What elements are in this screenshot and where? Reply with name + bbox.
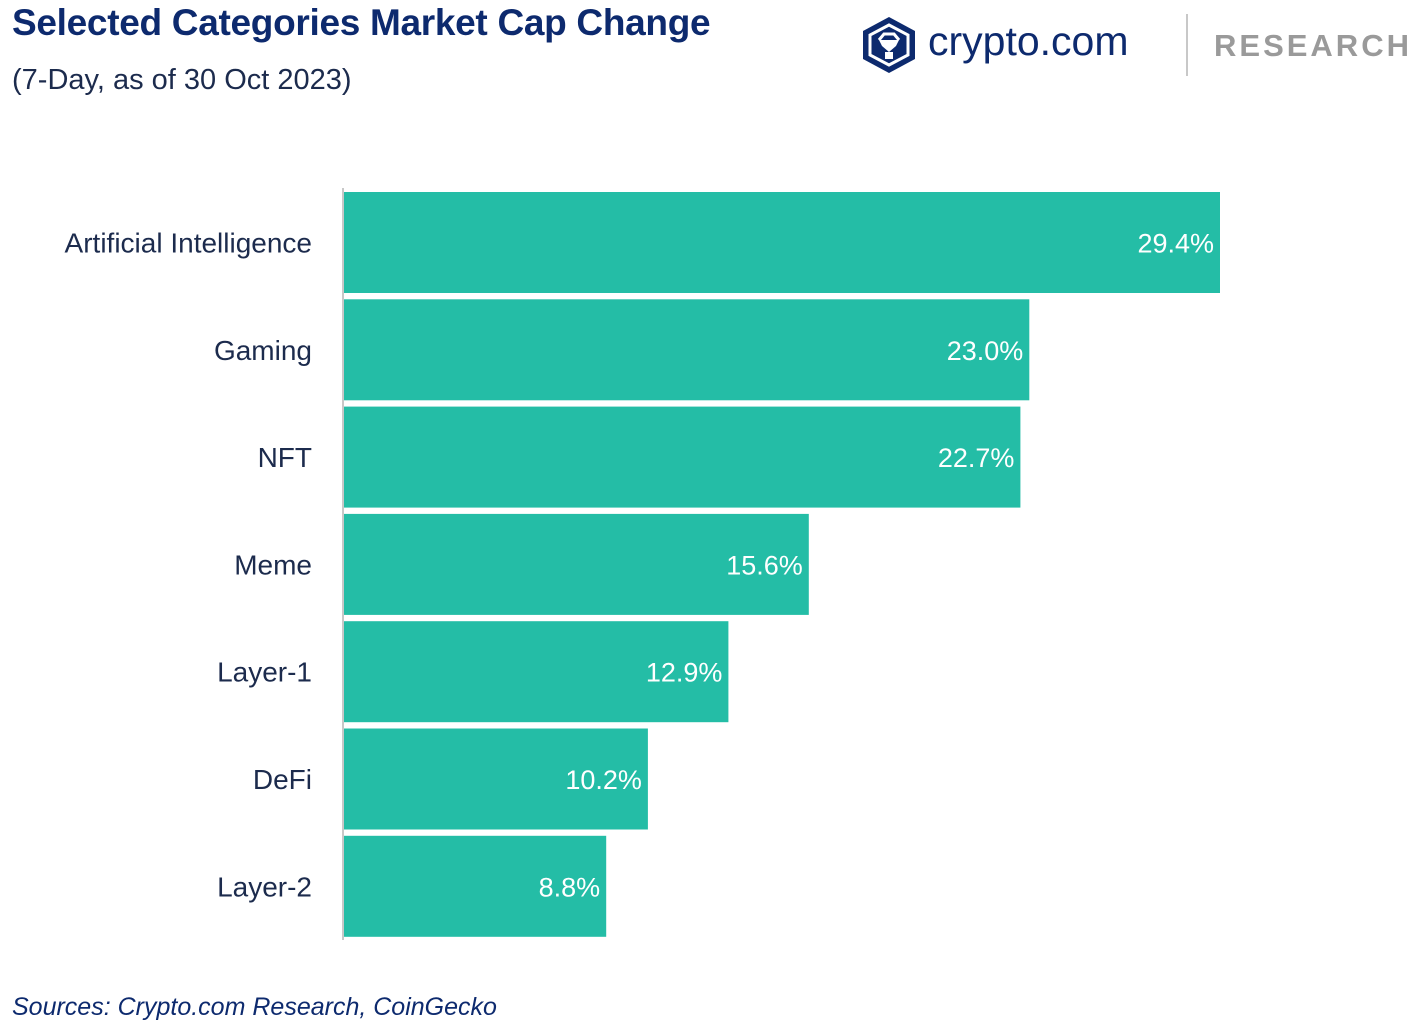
value-label: 29.4%: [1137, 229, 1214, 259]
bar-nft: [344, 406, 1021, 508]
category-label: Gaming: [214, 335, 312, 366]
category-label: Layer-1: [217, 657, 312, 688]
bar-layer-2: [344, 835, 607, 937]
category-label: NFT: [258, 442, 312, 473]
bar-gaming: [344, 299, 1030, 401]
brand-name: crypto.com: [928, 18, 1129, 64]
value-label: 8.8%: [539, 872, 601, 902]
value-label: 15.6%: [726, 550, 803, 580]
bar-defi: [344, 728, 648, 830]
category-label: Meme: [234, 549, 312, 580]
chart-subtitle: (7-Day, as of 30 Oct 2023): [12, 64, 352, 96]
bar-layer-1: [344, 621, 729, 723]
category-label: Layer-2: [217, 871, 312, 902]
value-label: 23.0%: [947, 336, 1024, 366]
bar-artificial-intelligence: [344, 192, 1220, 293]
value-label: 22.7%: [938, 443, 1015, 473]
category-label: Artificial Intelligence: [65, 228, 312, 259]
bars-group: Artificial Intelligence 29.4% Gaming 23.0% N…: [65, 192, 1220, 937]
brand-header: crypto.com RESEARCH: [862, 14, 1417, 76]
brand-section-label: RESEARCH: [1214, 28, 1412, 63]
source-note: Sources: Crypto.com Research, CoinGecko: [12, 993, 497, 1021]
chart-title: Selected Categories Market Cap Change: [12, 2, 711, 43]
category-label: DeFi: [253, 764, 312, 795]
crypto-com-lion-shield-icon: [863, 17, 915, 73]
bar-meme: [344, 513, 809, 615]
brand-divider: [1186, 14, 1188, 76]
value-label: 12.9%: [646, 658, 723, 688]
value-label: 10.2%: [565, 765, 642, 795]
